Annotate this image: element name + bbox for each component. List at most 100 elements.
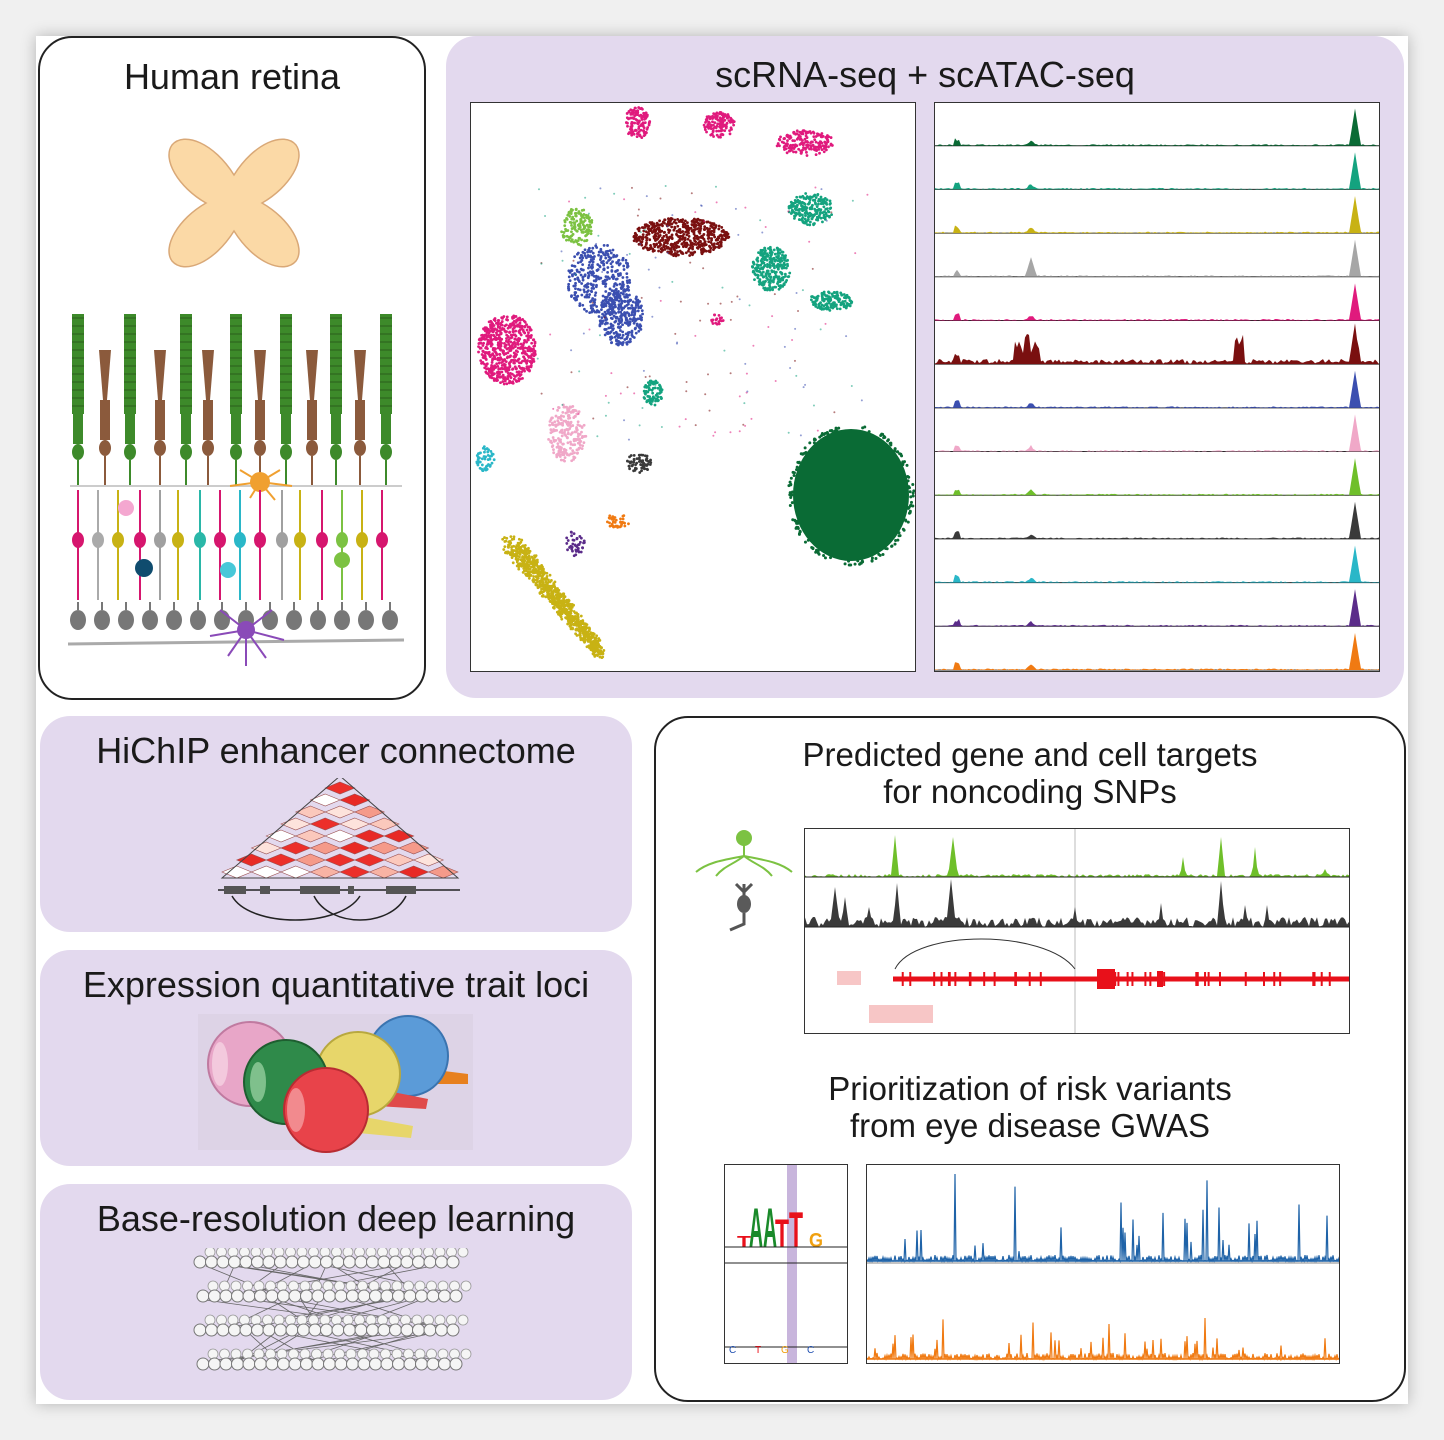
umap-scatter-point <box>536 357 539 360</box>
umap-scatter-point <box>851 199 854 202</box>
motif-letter: T <box>775 1212 789 1256</box>
umap-cluster <box>809 290 854 312</box>
umap-scatter-point <box>572 259 575 262</box>
umap-scatter-point <box>752 344 755 347</box>
umap-scatter-point <box>623 198 626 201</box>
bipolar-cell <box>154 490 166 600</box>
deep-title: Base-resolution deep learning <box>96 1198 576 1239</box>
umap-scatter-point <box>537 188 540 191</box>
umap-cluster <box>702 111 736 139</box>
umap-scatter-point <box>850 384 853 387</box>
umap-scatter-point <box>630 186 633 189</box>
umap-scatter-point <box>729 372 732 375</box>
umap-cluster <box>642 379 664 407</box>
rod-cell <box>380 314 392 485</box>
umap-scatter-point <box>604 414 607 417</box>
targets-title: Predicted gene and cell targets for nonc… <box>656 736 1404 810</box>
umap-cluster <box>710 313 725 326</box>
bipolar-cell <box>294 490 306 600</box>
rod-atac-track <box>805 879 1349 927</box>
umap-scatter-point <box>591 301 594 304</box>
photoreceptor-nucleus <box>166 602 182 630</box>
targets-panel: Predicted gene and cell targets for nonc… <box>654 716 1406 1402</box>
ganglion-atac-track <box>805 835 1349 877</box>
bipolar-cell <box>72 490 84 600</box>
umap-scatter-point <box>715 201 718 204</box>
umap-scatter-point <box>647 268 650 271</box>
atac-track <box>935 545 1379 583</box>
cell-icons <box>695 830 793 932</box>
umap-scatter-point <box>738 430 741 433</box>
umap-scatter-point <box>771 315 774 318</box>
umap-scatter-point <box>744 424 747 427</box>
umap-plot <box>475 106 915 659</box>
umap-scatter-point <box>742 423 745 426</box>
umap-scatter-point <box>787 210 790 213</box>
atac-track <box>935 458 1379 496</box>
motif-logo: TA AT T GC T G C <box>725 1165 847 1363</box>
umap-scatter-point <box>659 299 662 302</box>
umap-scatter-point <box>808 240 811 243</box>
atac-tracks <box>935 108 1379 671</box>
umap-scatter-point <box>804 383 807 386</box>
photoreceptor-nucleus <box>70 602 86 630</box>
umap-scatter-point <box>704 393 707 396</box>
umap-cluster <box>477 314 537 386</box>
umap-scatter-point <box>753 271 756 274</box>
gene-exon <box>260 886 270 894</box>
umap-scatter-point <box>819 328 822 331</box>
network-layer <box>196 1348 472 1371</box>
umap-scatter-point <box>794 327 797 330</box>
umap-scatter-point <box>729 431 732 434</box>
gene-model-alt <box>837 971 933 1023</box>
umap-scatter-point <box>845 335 848 338</box>
gene-exon <box>224 886 246 894</box>
umap-scatter-point <box>659 197 662 200</box>
umap-scatter-point <box>568 200 571 203</box>
umap-scatter-point <box>595 242 598 245</box>
eye-red-icon <box>283 1067 413 1153</box>
umap-scatter-point <box>767 325 770 328</box>
umap-scatter-point <box>613 192 616 195</box>
ganglion-cell-icon <box>695 830 793 877</box>
umap-scatter-point <box>639 231 642 234</box>
retina-panel: Human retina <box>38 36 426 700</box>
umap-scatter-point <box>685 381 688 384</box>
umap-scatter-point <box>694 334 697 337</box>
contrib-box <box>866 1164 1340 1364</box>
umap-scatter-point <box>699 319 702 322</box>
umap-scatter-point <box>714 185 717 188</box>
bipolar-cell <box>276 490 288 600</box>
reference-contribution-track <box>867 1173 1339 1264</box>
umap-scatter-point <box>764 225 767 228</box>
snp-tracks <box>805 829 1349 1033</box>
photoreceptor-nucleus <box>382 602 398 630</box>
network-edge <box>333 1265 376 1293</box>
umap-scatter-point <box>773 293 776 296</box>
umap-scatter-point <box>578 370 581 373</box>
bipolar-cell <box>316 490 328 600</box>
ganglion-cell-dark <box>135 559 153 577</box>
hichip-title: HiChIP enhancer connectome <box>96 730 576 771</box>
umap-cluster <box>606 514 630 529</box>
alternate-contribution-track <box>867 1318 1339 1362</box>
atac-track <box>935 239 1379 277</box>
umap-scatter-point <box>679 300 682 303</box>
hichip-panel: HiChIP enhancer connectome <box>40 716 632 932</box>
photoreceptor-nucleus <box>358 602 374 630</box>
umap-scatter-point <box>812 404 815 407</box>
umap-scatter-point <box>820 188 823 191</box>
umap-scatter-point <box>627 438 630 441</box>
photoreceptor-nucleus <box>286 602 302 630</box>
umap-scatter-point <box>866 193 869 196</box>
ganglion-cell-cyan <box>220 562 236 578</box>
umap-scatter-point <box>626 253 629 256</box>
umap-scatter-point <box>714 431 717 434</box>
photoreceptor-nucleus <box>334 602 350 630</box>
umap-scatter-point <box>721 286 724 289</box>
umap-scatter-point <box>702 267 705 270</box>
motif-letter-alt: C <box>729 1345 736 1356</box>
umap-scatter-point <box>737 233 740 236</box>
atac-track <box>935 370 1379 408</box>
rod-cell <box>280 314 292 485</box>
